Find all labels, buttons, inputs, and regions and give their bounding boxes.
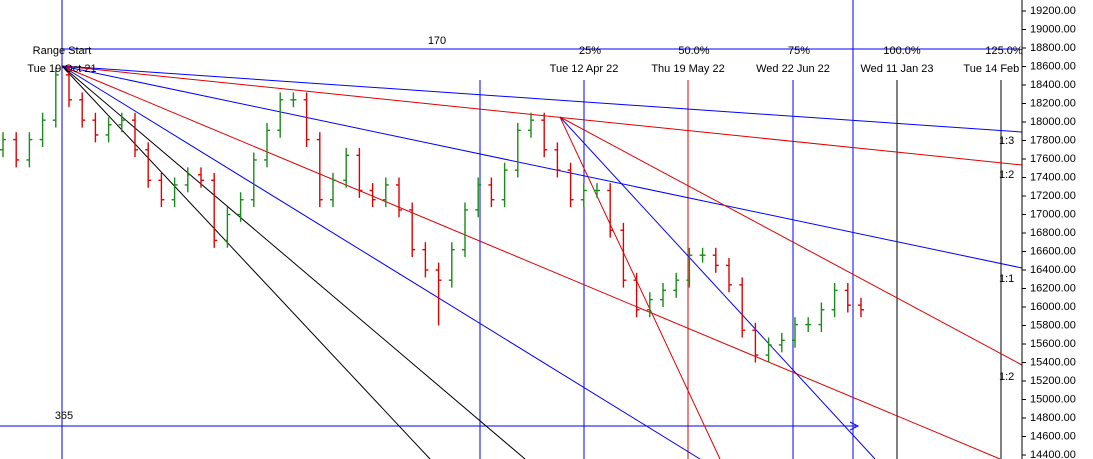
- y-tick-label: 15400.00: [1030, 356, 1076, 368]
- y-tick-label: 17600.00: [1030, 153, 1076, 165]
- y-tick-label: 18800.00: [1030, 42, 1076, 54]
- y-tick-label: 16800.00: [1030, 227, 1076, 239]
- y-tick-label: 18600.00: [1030, 60, 1076, 72]
- y-tick-label: 18000.00: [1030, 116, 1076, 128]
- ratio-label: 1:2: [999, 371, 1014, 383]
- fan-line: [559, 116, 876, 459]
- fan-line: [61, 65, 431, 459]
- fan-line: [61, 65, 1023, 269]
- arrow: [849, 421, 860, 431]
- y-tick-label: 18200.00: [1030, 97, 1076, 109]
- annotation: 170: [428, 35, 446, 47]
- y-axis: 19200.00 19000.00 18800.00 18600.00 18400.00…: [1022, 5, 1076, 459]
- fan-line: [61, 65, 1001, 459]
- axis-panel: [1022, 0, 1093, 459]
- y-tick-label: 17400.00: [1030, 171, 1076, 183]
- fan-line: [559, 116, 721, 459]
- annotation: 25%: [579, 45, 601, 57]
- annotation: 50.0%: [678, 45, 709, 57]
- price-bars: [0, 67, 864, 363]
- ratio-label: 1:2: [999, 169, 1014, 181]
- y-tick-label: 19000.00: [1030, 23, 1076, 35]
- ratio-label: 1:1: [999, 273, 1014, 285]
- fan-line: [61, 65, 701, 459]
- y-tick-label: 14600.00: [1030, 430, 1076, 442]
- annotations: Range Start Tue 19 Oct 21 170 25% Tue 12…: [27, 35, 1034, 422]
- y-tick-label: 14400.00: [1030, 449, 1076, 459]
- y-tick-label: 16400.00: [1030, 264, 1076, 276]
- annotation: Thu 19 May 22: [651, 63, 724, 75]
- y-tick-label: 17200.00: [1030, 190, 1076, 202]
- fan-line: [61, 65, 1023, 166]
- annotation: Range Start: [33, 45, 92, 57]
- fan-line: [559, 116, 1023, 366]
- y-tick-label: 15800.00: [1030, 319, 1076, 331]
- y-tick-label: 16000.00: [1030, 301, 1076, 313]
- annotation: Wed 22 Jun 22: [756, 63, 830, 75]
- annotation: 100.0%: [883, 45, 921, 57]
- y-tick-label: 17800.00: [1030, 134, 1076, 146]
- ratio-label: 1:3: [999, 135, 1014, 147]
- y-tick-label: 15600.00: [1030, 338, 1076, 350]
- y-tick-label: 14800.00: [1030, 412, 1076, 424]
- annotation: Tue 19 Oct 21: [27, 63, 96, 75]
- y-tick-label: 18400.00: [1030, 79, 1076, 91]
- drawing-tools: [0, 0, 1023, 459]
- fan-line: [61, 65, 526, 459]
- y-tick-label: 15200.00: [1030, 375, 1076, 387]
- y-tick-label: 16600.00: [1030, 245, 1076, 257]
- annotation: 125.0%: [985, 45, 1023, 57]
- annotation: Tue 12 Apr 22: [550, 63, 619, 75]
- annotation: 365: [55, 410, 73, 422]
- y-tick-label: 15000.00: [1030, 393, 1076, 405]
- y-tick-label: 19200.00: [1030, 5, 1076, 17]
- y-tick-label: 16200.00: [1030, 282, 1076, 294]
- y-tick-label: 17000.00: [1030, 208, 1076, 220]
- annotation: Wed 11 Jan 23: [861, 63, 934, 75]
- fan-line: [61, 65, 1023, 133]
- annotation: Tue 14 Feb 23: [963, 63, 1034, 75]
- annotation: 75%: [788, 45, 810, 57]
